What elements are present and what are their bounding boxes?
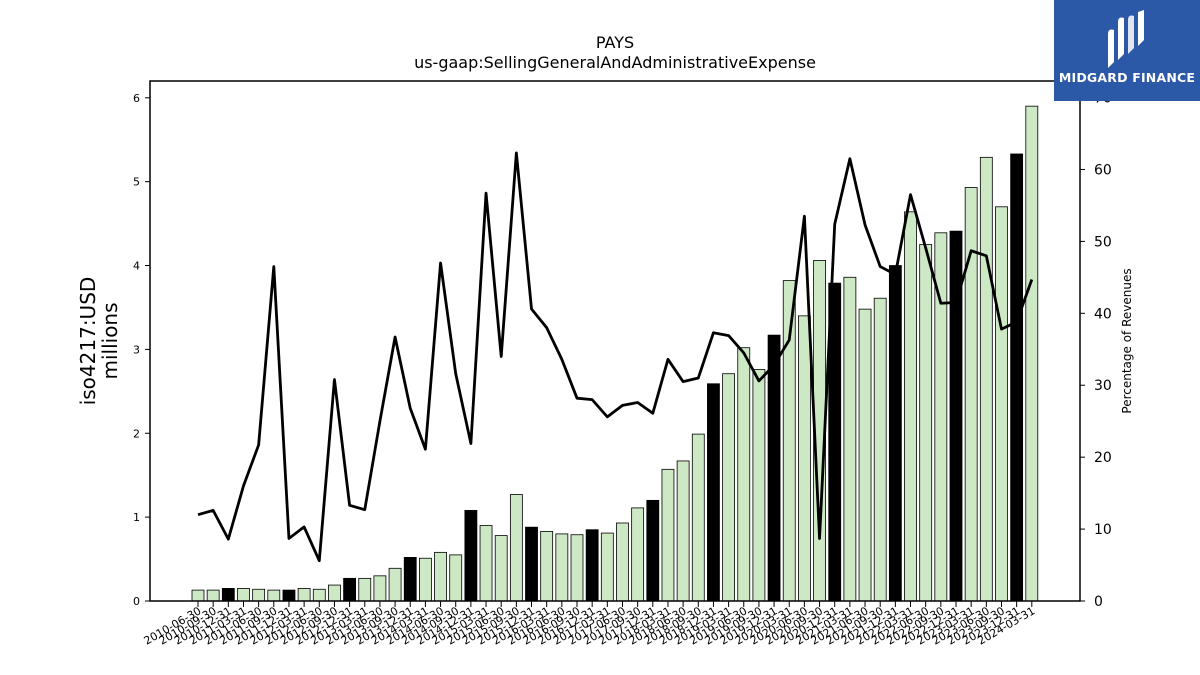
y-axis-label-text: iso4217:USDmillions [76,277,122,406]
bar [888,265,902,602]
bar [1010,153,1024,602]
y-axis-label: iso4217:USDmillions [76,277,122,406]
bar [252,588,266,602]
y-tick-label: 0 [133,595,140,608]
bar [767,334,781,602]
y2-tick-label: 0 [1094,594,1103,610]
bar [328,584,341,602]
bar [722,373,735,602]
bar [191,589,205,602]
bar [509,494,523,602]
y-tick-label: 4 [133,260,140,273]
bar [1025,105,1039,602]
y-tick-label: 1 [133,511,140,524]
bar [297,588,311,602]
bar [479,525,493,602]
y-tick-label: 5 [133,176,140,189]
bar [494,535,508,602]
bar [707,383,720,602]
bar [434,551,447,602]
bar [919,244,933,602]
bar-series [191,105,1039,602]
bar [616,522,629,602]
y-axis-ticks: 0 1 2 3 4 5 6 [133,92,150,608]
bar [631,507,645,602]
y-tick-label: 2 [133,427,140,440]
chart-title: PAYS [596,33,634,52]
brand-logo: MIDGARD FINANCE [1054,0,1200,101]
bar [540,530,554,602]
bar [555,533,569,602]
y2-tick-label: 60 [1094,162,1112,178]
bar [600,532,614,602]
y-tick-label: 3 [133,343,140,356]
bar [873,297,887,602]
bar [267,589,281,602]
bar [646,499,660,602]
y2-tick-label: 40 [1094,306,1112,322]
bar [221,588,235,602]
y2-tick-label: 30 [1094,378,1112,394]
bar [661,468,675,602]
bar [676,460,690,602]
bar [585,529,599,602]
percentage-line [197,151,1034,563]
bar [737,347,751,602]
bar [979,156,993,602]
y2-tick-label: 10 [1094,522,1112,538]
x-axis-ticks: 2010-06-302010-09-302010-12-312011-03-31… [142,601,1037,648]
y2-axis-label: Percentage of Revenues [1120,268,1134,413]
bar [282,589,296,602]
logo-mark-icon [1108,10,1144,68]
y2-axis-ticks: 010203040506070 [1080,91,1112,610]
bar [843,276,857,602]
bar [449,554,463,602]
bar [237,588,250,602]
bar [358,577,372,602]
bar [858,308,872,602]
bar [373,575,387,602]
y2-tick-label: 50 [1094,234,1112,250]
bar [904,211,917,602]
bar [206,589,220,602]
line-series [197,151,1034,563]
bar [798,315,811,602]
brand-name: MIDGARD FINANCE [1058,70,1196,85]
bar [418,557,432,602]
bar [403,556,417,602]
chart-subtitle: us-gaap:SellingGeneralAndAdministrativeE… [414,53,816,72]
plot-frame [149,80,1081,602]
bar [464,510,478,602]
y-axis-label-line: iso4217:USD [76,277,100,406]
bar [752,369,766,602]
bar [388,567,402,602]
y-axis-label-line: millions [98,302,122,379]
bar [995,206,1008,602]
bar [570,534,584,602]
bar [312,588,326,602]
bar [691,433,705,602]
bar [343,577,357,602]
y2-tick-label: 20 [1094,450,1112,466]
bar [525,526,538,602]
y-tick-label: 6 [133,92,140,105]
